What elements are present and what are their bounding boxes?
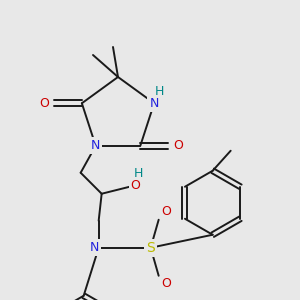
Text: O: O: [162, 277, 172, 290]
Text: O: O: [39, 97, 49, 110]
Text: H: H: [154, 85, 164, 98]
Text: H: H: [134, 167, 143, 180]
Text: N: N: [91, 139, 100, 152]
Text: N: N: [149, 97, 159, 110]
Text: N: N: [90, 241, 99, 254]
Text: O: O: [131, 179, 141, 192]
Text: O: O: [162, 205, 172, 218]
Text: S: S: [146, 241, 155, 255]
Text: O: O: [173, 139, 183, 152]
